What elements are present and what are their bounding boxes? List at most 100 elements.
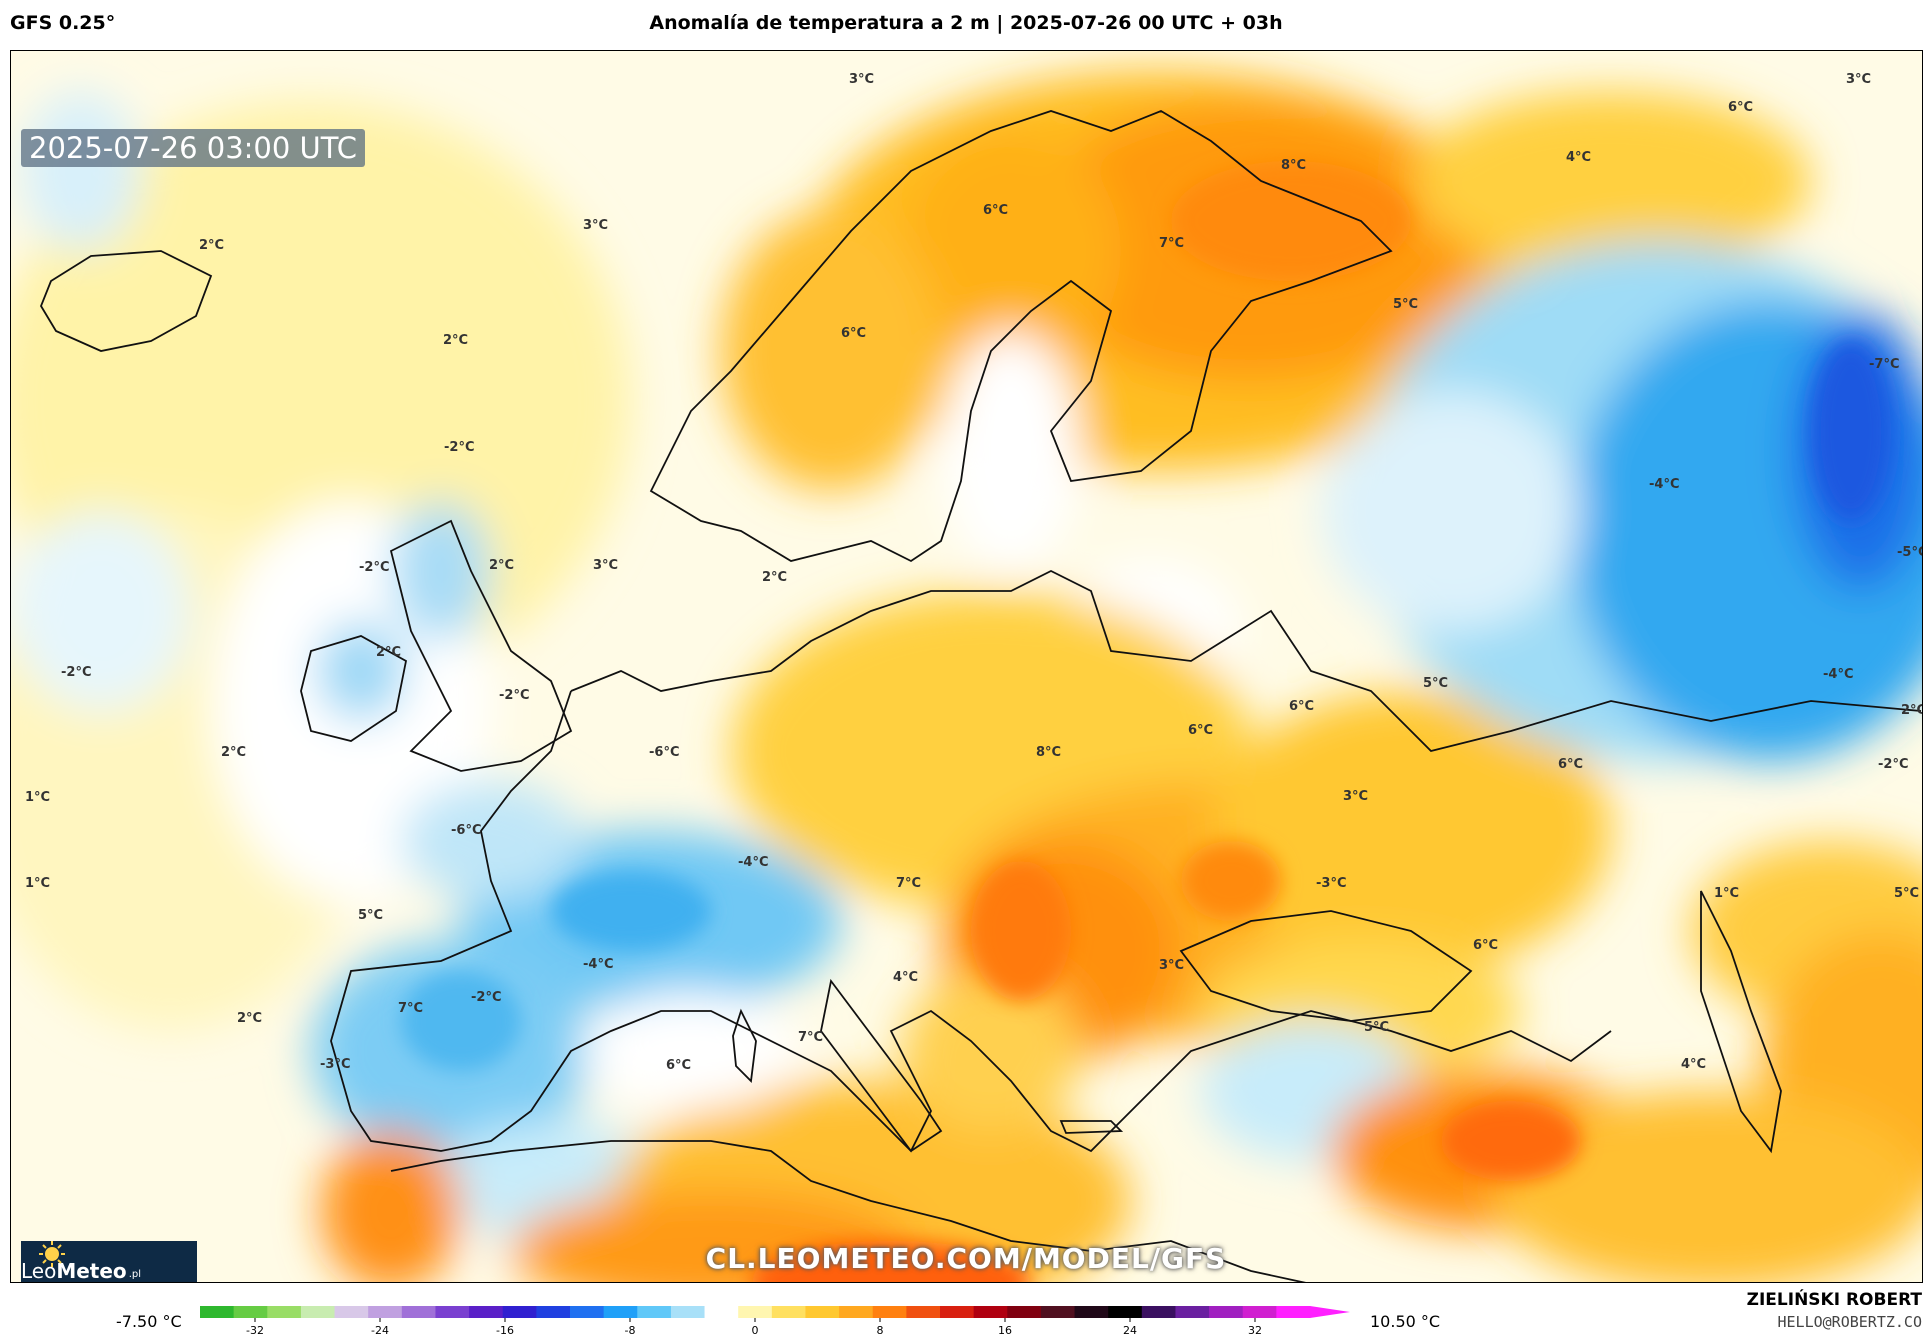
- value-label: -2°C: [444, 440, 474, 455]
- value-label: -5°C: [1897, 545, 1923, 560]
- scale-cell: [334, 1306, 369, 1318]
- logo-text: LeoMeteo: [21, 1259, 127, 1283]
- scale-cell: [469, 1306, 504, 1318]
- scale-cell: [738, 1306, 773, 1318]
- value-label: -2°C: [471, 990, 501, 1005]
- value-label: 3°C: [1343, 789, 1368, 804]
- value-label: -6°C: [451, 823, 481, 838]
- scale-cell: [973, 1306, 1008, 1318]
- scale-cell: [1276, 1306, 1311, 1318]
- value-labels: 3°C 3°C 6°C 4°C 8°C 2°C 3°C 6°C 7°C 5°C 6°C 2°C -7°C…: [25, 72, 1923, 1073]
- value-label: 6°C: [1558, 757, 1583, 772]
- scale-cell: [1007, 1306, 1042, 1318]
- value-label: 6°C: [1188, 723, 1213, 738]
- value-label: 6°C: [1473, 938, 1498, 953]
- logo-tld: .pl: [128, 1268, 141, 1280]
- scale-cell: [1175, 1306, 1210, 1318]
- scale-cell: [1141, 1306, 1176, 1318]
- sun-icon: [39, 1241, 65, 1267]
- value-label: -2°C: [499, 688, 529, 703]
- scale-cell: [233, 1306, 268, 1318]
- value-label: 6°C: [841, 326, 866, 341]
- scale-cell: [1074, 1306, 1109, 1318]
- value-label: 7°C: [896, 876, 921, 891]
- value-label: -4°C: [583, 957, 613, 972]
- scale-tick-label: 32: [1248, 1324, 1262, 1337]
- value-label: 5°C: [1423, 676, 1448, 691]
- scale-cell: [1040, 1306, 1076, 1318]
- scale-cell: [872, 1306, 907, 1318]
- scale-tick-label: 8: [877, 1324, 884, 1337]
- legend-min-value: -7.50 °C: [116, 1312, 182, 1331]
- value-label: 2°C: [199, 238, 224, 253]
- map-title: Anomalía de temperatura a 2 m | 2025-07-…: [649, 12, 1283, 34]
- scale-cell: [200, 1306, 235, 1318]
- value-label: 5°C: [1894, 886, 1919, 901]
- value-label: 2°C: [221, 745, 246, 760]
- scale-tick-label: -16: [496, 1324, 514, 1337]
- scale-extend-arrow: [1310, 1306, 1350, 1318]
- value-label: 6°C: [1289, 699, 1314, 714]
- anomaly-cores: [401, 161, 1891, 1282]
- value-label: 8°C: [1036, 745, 1061, 760]
- scale-tick-label: -32: [246, 1324, 264, 1337]
- scale-cell: [570, 1306, 605, 1318]
- temperature-anomaly-map: 3°C 3°C 6°C 4°C 8°C 2°C 3°C 6°C 7°C 5°C 6°C 2°C -7°C…: [10, 50, 1923, 1283]
- scale-cell: [603, 1306, 638, 1318]
- value-label: 7°C: [798, 1030, 823, 1045]
- value-label: -2°C: [61, 665, 91, 680]
- value-label: 5°C: [1364, 1020, 1389, 1035]
- scale-cell: [1108, 1306, 1143, 1318]
- value-label: 1°C: [25, 790, 50, 805]
- scale-cell: [300, 1306, 336, 1318]
- scale-cell: [704, 1306, 739, 1318]
- color-scale-bar: -32 -24 -16 -8 0 8 16 24 32: [200, 1306, 1350, 1337]
- source-url-watermark[interactable]: CL.LEOMETEO.COM/MODEL/GFS: [705, 1242, 1227, 1275]
- scale-cell: [839, 1306, 874, 1318]
- value-label: 5°C: [358, 908, 383, 923]
- value-label: -4°C: [738, 855, 768, 870]
- value-label: 6°C: [1728, 100, 1753, 115]
- value-label: 1°C: [1714, 886, 1739, 901]
- value-label: 3°C: [849, 72, 874, 87]
- legend-max-value: 10.50 °C: [1370, 1312, 1441, 1331]
- scale-cell: [771, 1306, 806, 1318]
- map-canvas: 3°C 3°C 6°C 4°C 8°C 2°C 3°C 6°C 7°C 5°C 6°C 2°C -7°C…: [11, 51, 1923, 1282]
- author-name: ZIELIŃSKI ROBERT: [1746, 1290, 1922, 1310]
- value-label: -2°C: [359, 560, 389, 575]
- scale-cell: [368, 1306, 403, 1318]
- value-label: 2°C: [376, 645, 401, 660]
- scale-cell: [267, 1306, 302, 1318]
- scale-cell: [536, 1306, 571, 1318]
- value-label: 4°C: [1681, 1057, 1706, 1072]
- value-label: -3°C: [1316, 876, 1346, 891]
- value-label: 6°C: [666, 1058, 691, 1073]
- value-label: 4°C: [893, 970, 918, 985]
- value-label: 7°C: [1159, 236, 1184, 251]
- scale-tick-label: 16: [998, 1324, 1012, 1337]
- scale-cell: [1242, 1306, 1277, 1318]
- author-email[interactable]: HELLO@ROBERTZ.CO: [1777, 1313, 1923, 1331]
- scale-tick-label: -24: [371, 1324, 389, 1337]
- value-label: 5°C: [1393, 297, 1418, 312]
- coastlines: [39, 109, 1922, 1282]
- model-name: GFS 0.25°: [10, 12, 116, 34]
- value-label: -2°C: [1878, 757, 1908, 772]
- value-label: 2°C: [1901, 703, 1923, 718]
- value-label: 3°C: [593, 558, 618, 573]
- scale-cell: [637, 1306, 672, 1318]
- leometeo-logo[interactable]: LeoMeteo .pl: [21, 1241, 197, 1283]
- scale-cell: [502, 1306, 537, 1318]
- value-label: 3°C: [1846, 72, 1871, 87]
- scale-cell: [401, 1306, 436, 1318]
- value-label: 4°C: [1566, 150, 1591, 165]
- scale-cell: [1209, 1306, 1244, 1318]
- value-label: 2°C: [443, 333, 468, 348]
- value-label: 3°C: [1159, 958, 1184, 973]
- value-label: 3°C: [583, 218, 608, 233]
- scale-cell: [906, 1306, 941, 1318]
- value-label: 1°C: [25, 876, 50, 891]
- value-label: 2°C: [762, 570, 787, 585]
- value-label: -3°C: [320, 1057, 350, 1072]
- scale-cell: [805, 1306, 840, 1318]
